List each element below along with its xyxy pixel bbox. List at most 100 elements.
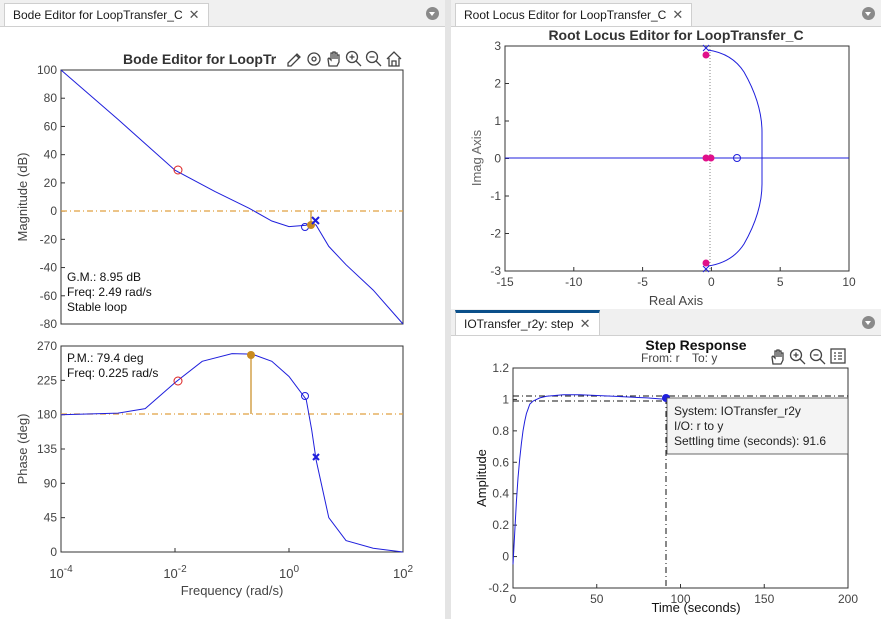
gain-margin-text: G.M.: 8.95 dB (67, 270, 141, 284)
amplitude-tick-label: 0.8 (492, 424, 509, 438)
amplitude-tick-label: 1.2 (492, 361, 509, 375)
closed-loop-pole-marker[interactable] (702, 51, 710, 59)
real-tick-label: -15 (496, 275, 514, 289)
open-loop-pole-marker[interactable] (702, 265, 710, 273)
step-subtitle-to: To: y (692, 351, 717, 365)
step-response-plot[interactable]: Step Response From: r To: y 1.2 1 0.8 0.6 0.… (451, 335, 881, 619)
zoom-in-icon[interactable] (345, 50, 362, 67)
phase-zero-marker[interactable] (301, 392, 309, 400)
time-tick-label: 0 (510, 592, 517, 606)
phase-tick-label: 135 (37, 442, 57, 456)
real-tick-label: 0 (708, 275, 715, 289)
magnitude-tick-label: 80 (44, 91, 58, 105)
phase-tick-label: 225 (37, 373, 57, 387)
imag-tick-label: -3 (490, 264, 501, 278)
pane-divider[interactable] (445, 0, 451, 619)
step-xlabel: Time (seconds) (651, 600, 740, 615)
phase-pole-marker[interactable] (312, 453, 320, 461)
open-loop-zero-marker[interactable] (733, 154, 741, 162)
bode-plot[interactable]: Bode Editor for LoopTr 100 80 60 40 20 0 -20 -4… (0, 26, 445, 619)
zoom-in-icon[interactable] (789, 348, 806, 365)
imag-tick-label: 1 (494, 114, 501, 128)
magnitude-tick-label: -20 (40, 232, 58, 246)
root-locus-xlabel: Real Axis (649, 293, 704, 308)
stability-text: Stable loop (67, 300, 127, 314)
phase-margin-text: P.M.: 79.4 deg (67, 351, 144, 365)
root-locus-ylabel: Imag Axis (469, 129, 484, 186)
locus-branch-lower (707, 158, 763, 267)
root-locus-tabbar: Root Locus Editor for LoopTransfer_C ✕ (451, 0, 881, 27)
phase-tick-label: 0 (50, 545, 57, 559)
closed-loop-pole-marker[interactable] (702, 259, 710, 267)
magnitude-tick-label: -40 (40, 261, 58, 275)
step-ylabel: Amplitude (474, 449, 489, 507)
magnitude-ylabel: Magnitude (dB) (15, 153, 30, 242)
magnitude-tick-label: 40 (44, 148, 58, 162)
datatip[interactable]: System: IOTransfer_r2y I/O: r to y Settl… (666, 397, 849, 455)
tab-bode-editor[interactable]: Bode Editor for LoopTransfer_C ✕ (4, 3, 209, 26)
tab-root-locus-editor[interactable]: Root Locus Editor for LoopTransfer_C ✕ (455, 3, 693, 26)
time-tick-label: 100 (670, 592, 690, 606)
close-icon[interactable]: ✕ (672, 7, 684, 22)
magnitude-tick-label: 20 (44, 176, 58, 190)
amplitude-tick-label: 1 (502, 392, 509, 406)
settings-icon[interactable] (307, 52, 321, 66)
magnitude-zero-marker[interactable] (173, 165, 183, 175)
imag-tick-label: -2 (490, 227, 501, 241)
edit-icon[interactable] (287, 53, 301, 67)
pane-menu-icon[interactable] (862, 316, 875, 329)
frequency-tick-label: 100 (279, 564, 299, 581)
step-subtitle-from: From: r (641, 351, 680, 365)
phase-tick-label: 270 (37, 339, 57, 353)
pan-icon[interactable] (771, 349, 784, 365)
datatip-io: I/O: r to y (674, 419, 723, 433)
pan-icon[interactable] (327, 51, 340, 67)
gain-margin-freq-text: Freq: 2.49 rad/s (67, 285, 152, 299)
closed-loop-pole-marker[interactable] (707, 154, 715, 162)
pane-menu-icon[interactable] (862, 7, 875, 20)
frequency-tick-label: 102 (393, 564, 413, 581)
phase-curve (60, 353, 404, 553)
phase-zero-marker[interactable] (173, 376, 183, 386)
phase-tick-label: 180 (37, 408, 57, 422)
phase-margin-freq-text: Freq: 0.225 rad/s (67, 366, 158, 380)
bode-editor-pane: Bode Editor for LoopTransfer_C ✕ Bode Edi… (0, 0, 445, 619)
magnitude-pole-marker[interactable] (311, 216, 320, 225)
open-loop-pole-marker[interactable] (702, 44, 710, 52)
step-response-pane: IOTransfer_r2y: step ✕ Step Response From… (451, 309, 881, 619)
bode-tabbar: Bode Editor for LoopTransfer_C ✕ (0, 0, 445, 27)
frequency-tick-label: 10-2 (163, 564, 187, 581)
time-tick-label: 150 (754, 592, 774, 606)
imag-tick-label: 3 (494, 39, 501, 53)
home-icon[interactable] (386, 51, 402, 67)
zoom-out-icon[interactable] (365, 50, 382, 67)
step-tab-label: IOTransfer_r2y: step (464, 317, 574, 331)
real-tick-label: 10 (842, 275, 856, 289)
close-icon[interactable]: ✕ (579, 316, 591, 331)
zoom-out-icon[interactable] (809, 348, 826, 365)
magnitude-tick-label: 100 (37, 63, 57, 77)
phase-ylabel: Phase (deg) (15, 414, 30, 485)
amplitude-tick-label: 0.4 (492, 487, 509, 501)
amplitude-tick-label: 0.6 (492, 455, 509, 469)
tab-step-response[interactable]: IOTransfer_r2y: step ✕ (455, 310, 600, 335)
imag-tick-label: -1 (490, 189, 501, 203)
real-tick-label: -5 (637, 275, 648, 289)
closed-loop-pole-marker[interactable] (702, 154, 710, 162)
magnitude-tick-label: -80 (40, 317, 58, 331)
step-tabbar: IOTransfer_r2y: step ✕ (451, 309, 881, 336)
imag-tick-label: 0 (494, 152, 501, 166)
datatip-system: System: IOTransfer_r2y (674, 404, 801, 418)
phase-tick-label: 45 (44, 511, 58, 525)
bode-tab-label: Bode Editor for LoopTransfer_C (13, 8, 183, 22)
phase-tick-label: 90 (44, 476, 58, 490)
amplitude-tick-label: 0.2 (492, 518, 509, 532)
legend-icon[interactable] (830, 348, 846, 364)
real-tick-label: -10 (565, 275, 583, 289)
close-icon[interactable]: ✕ (188, 7, 200, 22)
root-locus-title: Root Locus Editor for LoopTransfer_C (548, 27, 803, 43)
root-locus-plot[interactable]: Root Locus Editor for LoopTransfer_C 3 2 1… (451, 26, 881, 309)
datatip-settling: Settling time (seconds): 91.6 (674, 434, 826, 448)
phase-margin-marker[interactable] (247, 351, 255, 359)
pane-menu-icon[interactable] (426, 7, 439, 20)
